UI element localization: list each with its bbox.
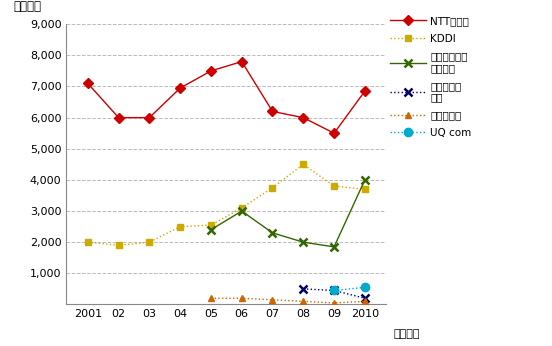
- ウィルコム: [208, 296, 214, 300]
- KDDI: [269, 185, 276, 190]
- ソフトバンク
モバイル: [300, 240, 306, 244]
- KDDI: [146, 240, 153, 244]
- イー・モバ
イル: [362, 296, 368, 300]
- Legend: NTTドコモ, KDDI, ソフトバンク
モバイル, イー・モバ
イル, ウィルコム, UQ com: NTTドコモ, KDDI, ソフトバンク モバイル, イー・モバ イル, ウィル…: [390, 16, 471, 138]
- NTTドコモ: [362, 89, 368, 93]
- NTTドコモ: [238, 60, 245, 64]
- ソフトバンク
モバイル: [362, 178, 368, 182]
- NTTドコモ: [146, 116, 153, 120]
- イー・モバ
イル: [331, 289, 337, 293]
- ウィルコム: [238, 296, 245, 300]
- NTTドコモ: [115, 116, 122, 120]
- ウィルコム: [331, 301, 337, 305]
- NTTドコモ: [331, 131, 337, 135]
- KDDI: [238, 206, 245, 210]
- KDDI: [208, 223, 214, 227]
- Line: KDDI: KDDI: [84, 161, 368, 249]
- ソフトバンク
モバイル: [331, 245, 337, 249]
- KDDI: [115, 243, 122, 247]
- Line: ソフトバンク
モバイル: ソフトバンク モバイル: [207, 176, 369, 251]
- UQ com: [331, 289, 337, 293]
- KDDI: [300, 162, 306, 166]
- KDDI: [362, 187, 368, 191]
- NTTドコモ: [300, 116, 306, 120]
- NTTドコモ: [269, 109, 276, 113]
- KDDI: [177, 225, 183, 229]
- Y-axis label: （億円）: （億円）: [14, 0, 42, 13]
- NTTドコモ: [208, 69, 214, 73]
- Line: UQ com: UQ com: [330, 283, 369, 295]
- ソフトバンク
モバイル: [269, 231, 276, 235]
- Line: NTTドコモ: NTTドコモ: [84, 58, 368, 137]
- ウィルコム: [300, 299, 306, 303]
- KDDI: [331, 184, 337, 188]
- Line: イー・モバ
イル: イー・モバ イル: [299, 285, 369, 302]
- NTTドコモ: [177, 86, 183, 90]
- イー・モバ
イル: [300, 287, 306, 291]
- ソフトバンク
モバイル: [208, 228, 214, 232]
- ソフトバンク
モバイル: [238, 209, 245, 213]
- UQ com: [362, 285, 368, 289]
- KDDI: [84, 240, 91, 244]
- Line: ウィルコム: ウィルコム: [208, 295, 368, 307]
- ウィルコム: [269, 298, 276, 302]
- ウィルコム: [362, 299, 368, 303]
- NTTドコモ: [84, 81, 91, 85]
- Text: （年度）: （年度）: [394, 329, 420, 339]
